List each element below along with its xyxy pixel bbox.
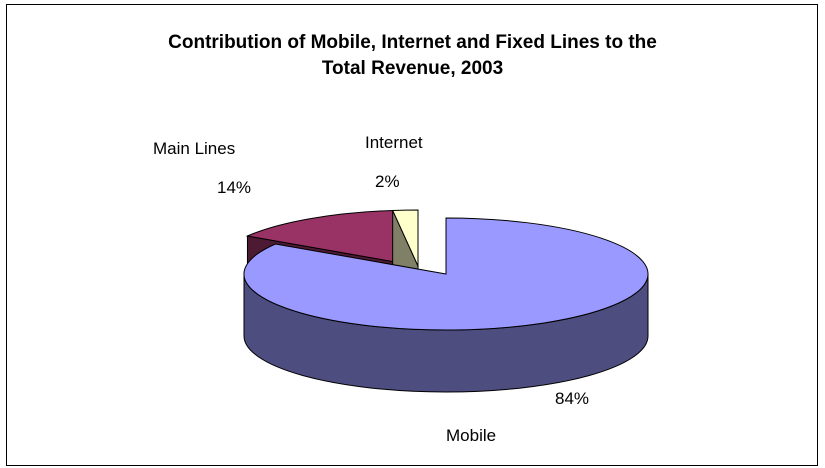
slice-percent-mobile: 84% xyxy=(555,389,589,408)
slice-top-main-lines xyxy=(245,209,419,267)
chart-title-line-2: Total Revenue, 2003 xyxy=(321,58,504,79)
slice-name-internet: Internet xyxy=(365,133,423,152)
slice-name-mobile: Mobile xyxy=(446,426,496,445)
chart-title: Contribution of Mobile, Internet and Fix… xyxy=(0,30,825,82)
chart-title-line-1: Contribution of Mobile, Internet and Fix… xyxy=(168,32,657,53)
slice-name-main-lines: Main Lines xyxy=(153,139,235,158)
slice-top-mobile xyxy=(243,217,649,331)
slice-percent-main-lines: 14% xyxy=(217,178,251,197)
slice-percent-internet: 2% xyxy=(375,172,400,191)
